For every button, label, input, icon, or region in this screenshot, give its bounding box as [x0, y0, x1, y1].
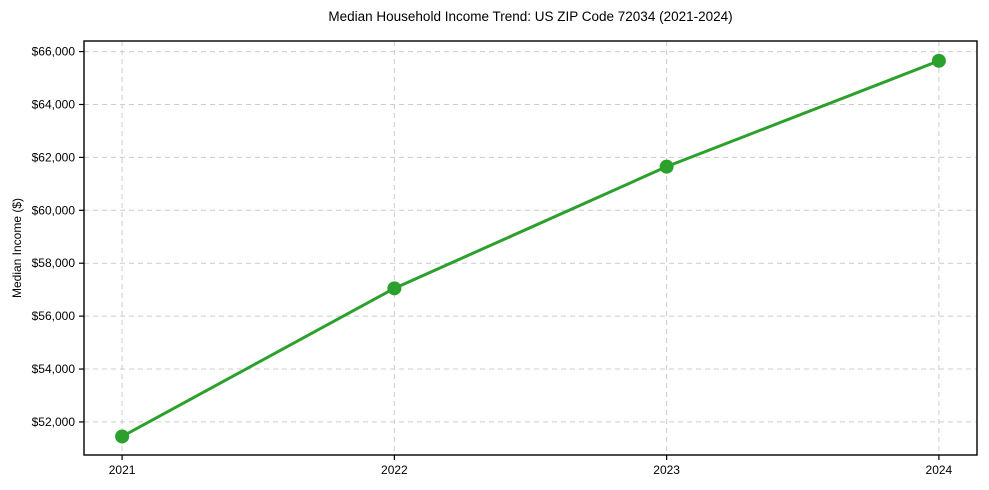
y-tick-label: $60,000 [32, 203, 76, 217]
trend-line [120, 59, 941, 438]
y-tick-label: $58,000 [32, 256, 76, 270]
x-tick-label: 2023 [653, 463, 680, 477]
y-tick-label: $64,000 [32, 97, 76, 111]
y-tick-label: $56,000 [32, 309, 76, 323]
x-tick-label: 2024 [926, 463, 953, 477]
data-point-marker [659, 159, 674, 174]
data-point-marker [931, 53, 946, 68]
chart-title: Median Household Income Trend: US ZIP Co… [328, 9, 733, 24]
y-tick-label: $52,000 [32, 415, 76, 429]
y-tick-label: $66,000 [32, 45, 76, 59]
x-tick-label: 2022 [381, 463, 408, 477]
plot-border [83, 40, 978, 456]
x-tick-label: 2021 [109, 463, 136, 477]
y-tick-label: $62,000 [32, 150, 76, 164]
y-tick-label: $54,000 [32, 362, 76, 376]
data-point-marker [387, 281, 402, 296]
data-point-marker [115, 429, 130, 444]
